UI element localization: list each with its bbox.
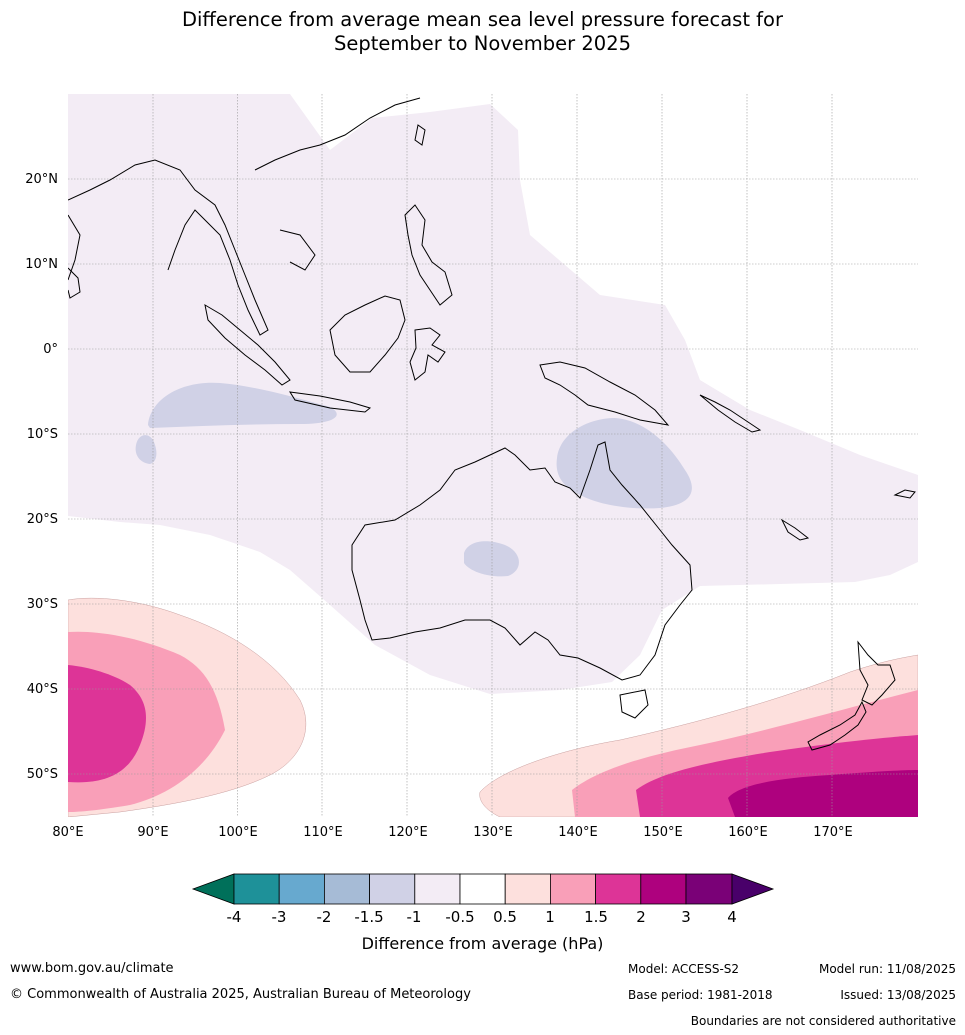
colorbar-extend-low [191,873,235,905]
coastline-new-caledonia [780,518,810,541]
colorbar-bin-neg2-neg1.5 [323,873,370,905]
lon-label-80e: 80°E [52,825,83,840]
colorbar-tick-neg1: -1 [407,908,422,926]
colorbar-tick-neg2: -2 [317,908,332,926]
coastline-india [68,214,81,281]
lat-label-20s: 20°S [27,512,58,527]
anomaly-region-negative-light [68,94,918,694]
coastline-taiwan [414,124,426,146]
colorbar-bin-neg1-neg0.5 [414,873,461,905]
coastlines [68,97,916,751]
colorbar-bin-1.5-2 [595,873,642,905]
coastline-fiji [893,489,916,499]
anomaly-region-negative-coral-sea [556,418,692,509]
lat-label-20n: 20°N [25,172,58,187]
lon-label-160e: 160°E [728,825,768,840]
coastline-sulawesi [409,327,446,381]
coastline-sumatra [204,304,291,386]
coastline-borneo [329,295,406,373]
latitude-axis: 20°N 10°N 0° 10°S 20°S 30°S 40°S 50°S [25,172,58,782]
anomaly-fields [68,94,918,817]
coastline-java [289,391,372,413]
colorbar-tick-2: 2 [636,908,646,926]
lon-label-120e: 120°E [388,825,428,840]
title-line-1: Difference from average mean sea level p… [182,8,783,31]
lon-label-110e: 110°E [303,825,343,840]
model-run-date: Model run: 11/08/2025 [818,962,956,976]
copyright-notice: © Commonwealth of Australia 2025, Austra… [10,987,471,1002]
anomaly-region-negative-indian-ocean [148,382,337,428]
colorbar-tick-1: 1 [545,908,555,926]
colorbar-tick-neg4: -4 [227,908,242,926]
anomaly-region-negative-central-australia [464,541,519,577]
anomaly-region-positive-sw-strong [68,665,146,783]
colorbar-tick-1.5: 1.5 [584,908,608,926]
anomaly-region-positive-se-stronger [728,770,918,817]
lon-label-170e: 170°E [813,825,853,840]
lon-label-130e: 130°E [473,825,513,840]
colorbar-tick-neg0.5: -0.5 [445,908,474,926]
colorbar-bin-neg3-neg2 [278,873,325,905]
coastline-tasmania [619,689,649,719]
lat-label-10n: 10°N [25,257,58,272]
colorbar-extend-high [731,873,775,905]
colorbar-tick-neg3: -3 [272,908,287,926]
coastline-new-guinea [539,361,670,426]
colorbar-tick-3: 3 [681,908,691,926]
lon-label-140e: 140°E [558,825,598,840]
lat-label-10s: 10°S [27,427,58,442]
colorbar-tick-neg1.5: -1.5 [354,908,383,926]
colorbar-tick-4: 4 [727,908,737,926]
colorbar-bin-neg1.5-neg1 [369,873,416,905]
colorbar-bin-1-1.5 [550,873,597,905]
lat-label-0: 0° [43,342,58,357]
colorbar-bin-neg0.5-0.5 [459,873,506,905]
lat-label-30s: 30°S [27,597,58,612]
anomaly-region-negative-small-west [135,435,157,464]
map-title: Difference from average mean sea level p… [0,8,965,56]
colorbar-tick-0.5: 0.5 [493,908,517,926]
lat-label-40s: 40°S [27,682,58,697]
website-link[interactable]: www.bom.gov.au/climate [10,961,174,976]
colorbar-title: Difference from average (hPa) [361,934,604,953]
colorbar-bin-0.5-1 [504,873,551,905]
coastline-new-zealand-south [807,700,867,751]
colorbar-bin-3-4 [685,873,733,905]
graticule [68,94,918,817]
coastline-mainland-asia [68,97,421,336]
lon-label-150e: 150°E [643,825,683,840]
base-period: Base period: 1981-2018 [628,988,773,1002]
issued-date: Issued: 13/08/2025 [840,988,956,1002]
colorbar-bin-neg4-neg3 [233,873,280,905]
model-name: Model: ACCESS-S2 [628,962,740,976]
coastline-philippines [404,204,453,306]
coastline-solomon-islands [699,394,762,433]
coastline-sri-lanka [68,267,81,299]
lat-label-50s: 50°S [27,767,58,782]
coastline-australia [351,441,693,681]
coastline-new-zealand-north [857,640,896,706]
colorbar-ticks: -4 -3 -2 -1.5 -1 -0.5 0.5 1 1.5 2 3 4 [227,908,737,926]
lon-label-100e: 100°E [218,825,258,840]
colorbar [191,873,775,905]
boundaries-disclaimer: Boundaries are not considered authoritat… [690,1014,956,1028]
lon-label-90e: 90°E [137,825,168,840]
title-line-2: September to November 2025 [333,32,632,55]
colorbar-bin-2-3 [640,873,687,905]
longitude-axis: 80°E 90°E 100°E 110°E 120°E 130°E 140°E … [52,825,852,840]
